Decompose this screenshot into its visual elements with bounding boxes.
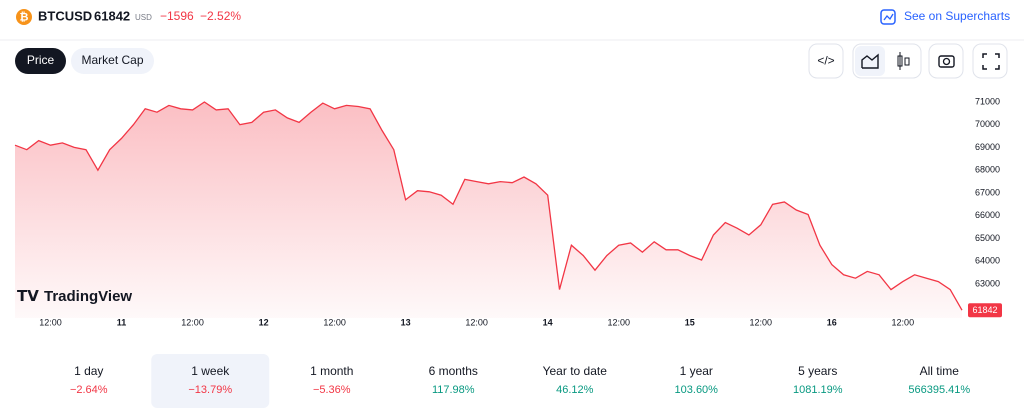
change-percent: −2.52%: [200, 9, 241, 23]
tab-market-cap[interactable]: [71, 48, 154, 74]
period-button[interactable]: [151, 354, 269, 408]
currency: USD: [135, 13, 152, 22]
period-change: 103.60%: [675, 384, 719, 396]
period-name: 5 years: [798, 364, 837, 378]
x-tick-label: 12:00: [181, 317, 204, 327]
period-button[interactable]: [516, 354, 634, 408]
period-change: 117.98%: [432, 384, 475, 396]
camera-icon: [942, 57, 951, 66]
logo-mark: 𝗧𝗩: [17, 288, 39, 305]
x-tick-label: 14: [543, 317, 553, 327]
period-change: 46.12%: [556, 384, 594, 396]
period-change: −5.36%: [313, 384, 351, 396]
last-price-tag: [968, 303, 1002, 318]
supercharts-icon[interactable]: [880, 9, 896, 25]
embed-button[interactable]: [808, 43, 844, 79]
period-name: 1 month: [310, 364, 353, 378]
price: 61842: [94, 8, 130, 23]
period-button[interactable]: [759, 354, 877, 408]
camera-icon: [938, 55, 955, 68]
change: −1596: [160, 9, 194, 23]
y-tick-label: 66000: [975, 210, 1000, 220]
last-price-label: 61842: [972, 305, 997, 315]
tab-price[interactable]: [15, 48, 66, 74]
plot: 63000 64000 65000 66000 67000 68000 69000 70000…: [14, 96, 1002, 327]
x-tick-label: 12:00: [39, 317, 62, 327]
period-selected: [151, 354, 270, 408]
x-tick-label: 11: [117, 317, 127, 327]
line: [14, 101, 963, 311]
x-tick-label: 12:00: [607, 317, 630, 327]
y-tick-label: 65000: [975, 233, 1000, 243]
periods: 1 day −2.64% 1 week −13.79% 1 month −5.36% 6 m…: [30, 354, 998, 408]
period-change: −2.64%: [70, 384, 108, 396]
period-button[interactable]: [637, 354, 755, 408]
period-name: 1 year: [680, 364, 713, 378]
candle-icon: [904, 57, 910, 66]
logo: TradingView: [44, 288, 132, 305]
x-tick-label: 16: [827, 317, 837, 327]
area: [15, 102, 962, 318]
fullscreen-button[interactable]: [972, 43, 1008, 79]
period-name: 1 day: [74, 364, 103, 378]
y-tick-label: 70000: [975, 119, 1000, 129]
x-tick-label: 12:00: [892, 317, 915, 327]
period-button[interactable]: [273, 354, 391, 408]
supercharts-icon-line: [883, 13, 894, 21]
period-change: 1081.19%: [793, 384, 843, 396]
y-tick-label: 67000: [975, 187, 1000, 197]
x-tick-label: 12: [259, 317, 269, 327]
area-icon: [861, 53, 879, 69]
period-button[interactable]: [394, 354, 512, 408]
y-tick-label: 64000: [975, 256, 1000, 266]
symbol: BTCUSD: [38, 8, 92, 23]
area-button[interactable]: [855, 46, 885, 76]
period-button[interactable]: [880, 354, 998, 408]
y-tick-label: 71000: [975, 96, 1000, 106]
y-tick-label: 63000: [975, 278, 1000, 288]
x-tick-label: 15: [685, 317, 695, 327]
period-name: 6 months: [429, 364, 478, 378]
x-tick-label: 12:00: [465, 317, 488, 327]
tab-label: Market Cap: [81, 53, 143, 67]
period-name: Year to date: [543, 364, 608, 378]
embed-icon: </>: [817, 54, 834, 68]
candle-button[interactable]: [897, 52, 910, 70]
fullscreen-icon: [982, 53, 1000, 70]
x-tick-label: 12:00: [749, 317, 772, 327]
period-button[interactable]: [30, 354, 148, 408]
period-change: −13.79%: [188, 384, 232, 396]
period-name: All time: [920, 364, 960, 378]
x-tick-label: 12:00: [323, 317, 346, 327]
period-name: 1 week: [191, 364, 230, 378]
btc-glyph: ₿: [20, 11, 29, 23]
y-tick-label: 69000: [975, 142, 1000, 152]
x-tick-label: 13: [401, 317, 411, 327]
btc-icon: [16, 9, 32, 25]
snapshot-button[interactable]: [928, 43, 964, 79]
supercharts-link[interactable]: See on Supercharts: [904, 9, 1010, 23]
y-tick-label: 68000: [975, 165, 1000, 175]
period-change: 566395.41%: [908, 384, 970, 396]
tab-label: Price: [27, 53, 55, 67]
